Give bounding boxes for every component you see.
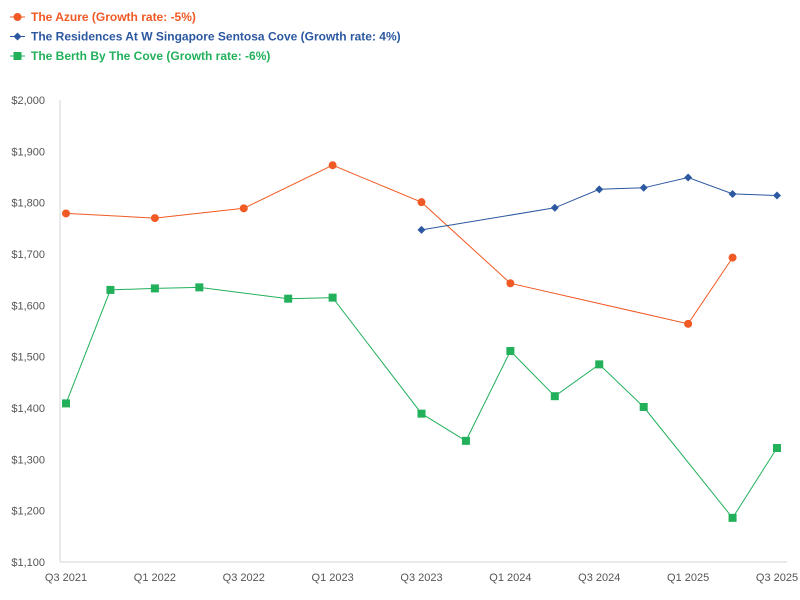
data-point bbox=[595, 185, 604, 194]
y-tick-label: $1,600 bbox=[11, 300, 45, 312]
data-point bbox=[639, 183, 648, 192]
legend-label: The Berth By The Cove (Growth rate: -6%) bbox=[31, 49, 270, 63]
data-point bbox=[106, 285, 115, 294]
data-point bbox=[550, 392, 559, 401]
y-tick-label: $1,500 bbox=[11, 352, 45, 364]
data-point bbox=[728, 189, 737, 198]
data-point bbox=[550, 203, 559, 212]
data-point bbox=[417, 225, 426, 234]
y-tick-label: $1,700 bbox=[11, 249, 45, 261]
x-tick-label: Q1 2022 bbox=[134, 572, 176, 584]
data-point bbox=[773, 444, 781, 453]
legend-label: The Residences At W Singapore Sentosa Co… bbox=[31, 30, 401, 44]
data-point bbox=[239, 204, 248, 213]
data-point bbox=[284, 294, 293, 303]
y-tick-label: $1,800 bbox=[11, 198, 45, 210]
legend-marker bbox=[13, 13, 22, 21]
data-point bbox=[639, 402, 648, 411]
legend-label: The Azure (Growth rate: -5%) bbox=[31, 10, 196, 24]
y-tick-label: $2,000 bbox=[11, 95, 45, 107]
x-tick-label: Q3 2025 bbox=[756, 572, 798, 584]
legend-item[interactable]: The Residences At W Singapore Sentosa Co… bbox=[10, 30, 401, 44]
data-point bbox=[150, 284, 159, 293]
x-tick-label: Q3 2024 bbox=[578, 572, 620, 584]
data-point bbox=[62, 209, 70, 218]
data-point bbox=[150, 214, 159, 223]
data-point bbox=[62, 399, 70, 408]
data-point bbox=[684, 173, 693, 182]
data-point bbox=[506, 279, 515, 288]
series-line bbox=[65, 164, 734, 325]
data-point bbox=[728, 513, 737, 522]
series-line bbox=[65, 286, 778, 519]
plot-area bbox=[62, 161, 781, 522]
data-point bbox=[461, 436, 470, 445]
data-point bbox=[195, 283, 204, 292]
x-tick-label: Q1 2023 bbox=[312, 572, 354, 584]
y-tick-label: $1,400 bbox=[11, 403, 45, 415]
legend-item[interactable]: The Azure (Growth rate: -5%) bbox=[10, 10, 196, 24]
x-tick-label: Q3 2021 bbox=[45, 572, 87, 584]
legend-item[interactable]: The Berth By The Cove (Growth rate: -6%) bbox=[10, 49, 270, 63]
data-point bbox=[328, 161, 337, 170]
y-tick-label: $1,300 bbox=[11, 454, 45, 466]
data-point bbox=[506, 347, 515, 356]
data-point bbox=[328, 293, 337, 302]
data-point bbox=[417, 198, 426, 207]
x-tick-label: Q1 2024 bbox=[489, 572, 531, 584]
legend-marker bbox=[13, 52, 22, 60]
legend: The Azure (Growth rate: -5%) The Residenc… bbox=[10, 10, 401, 63]
y-axis: $1,100 $1,200 $1,300 $1,400 $1,500 $1,600 $1,7… bbox=[11, 95, 61, 569]
series-1 bbox=[62, 161, 737, 328]
x-tick-label: Q1 2025 bbox=[667, 572, 709, 584]
data-point bbox=[684, 319, 693, 328]
y-tick-label: $1,200 bbox=[11, 506, 45, 518]
y-tick-label: $1,900 bbox=[11, 146, 45, 158]
data-point bbox=[773, 191, 781, 200]
data-point bbox=[728, 253, 737, 262]
data-point bbox=[595, 360, 604, 369]
data-point bbox=[417, 409, 426, 418]
x-axis: Q3 2021 Q1 2022 Q3 2022 Q1 2023 Q3 2023 Q1 20… bbox=[45, 561, 798, 584]
legend-marker bbox=[13, 32, 22, 41]
series-3 bbox=[62, 283, 781, 522]
series-2 bbox=[417, 173, 781, 234]
x-tick-label: Q3 2022 bbox=[223, 572, 265, 584]
x-tick-label: Q3 2023 bbox=[400, 572, 442, 584]
y-tick-label: $1,100 bbox=[11, 557, 45, 569]
